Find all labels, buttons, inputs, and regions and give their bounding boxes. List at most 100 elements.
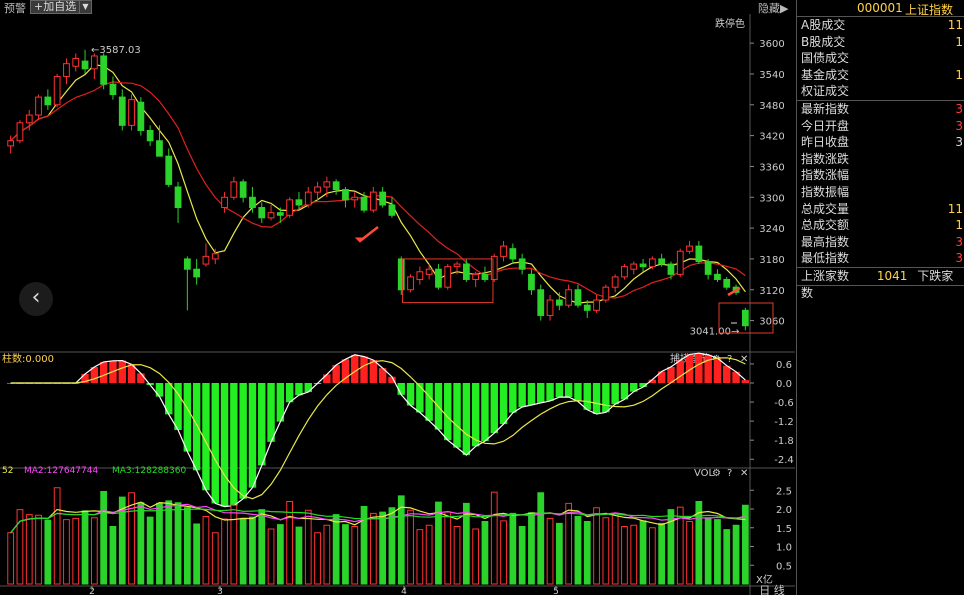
price-tick-label: 3480 [759,101,784,112]
candle-body [574,289,582,306]
macd-label: 柱数:0.000 [2,352,54,365]
candle-body [72,58,80,67]
volume-bar [314,532,321,585]
hide-panel-button[interactable]: 隐藏▶ [758,0,788,16]
chart-toolbar: 预警 +加自选 ▼ 隐藏▶ [0,0,795,16]
macd-bar [592,383,601,414]
volume-bar [379,511,387,585]
volume-bar [16,509,24,585]
volume-tick-label: 1.5 [776,524,792,535]
candle-body [7,140,15,147]
candle-body [518,258,526,270]
sidebar-header: 000001 上证指数 [797,0,964,17]
candle-body [704,260,712,275]
macd-bar [341,359,350,383]
candle-body [686,245,693,252]
macd-bar [490,383,498,434]
volume-bar [342,524,349,585]
volume-bar [351,526,359,585]
volume-bar [360,506,368,585]
candle-body [118,96,126,126]
candle-body [276,212,284,216]
quote-row: 昨日收盘 3 [797,134,964,151]
volume-bar [304,509,312,585]
candle-body [351,196,359,201]
macd-bar [602,383,610,413]
candle-body [676,250,684,275]
macd-bar [713,358,722,383]
macd-bar [564,383,573,397]
macd-bar [388,376,396,383]
candle-body [435,268,442,288]
candle-body [165,155,173,185]
candle-body [425,268,433,275]
quote-value: 11 [947,201,963,216]
candle-body [25,114,33,124]
macd-bar [499,383,508,425]
price-tick-label: 3060 [759,317,784,328]
price-tick-label: 3120 [759,286,784,297]
volume-bar [137,502,145,585]
quote-value: 3 [955,118,963,133]
candle-body [723,278,731,288]
candle-body [128,99,135,126]
consolidation-box [402,258,494,304]
quote-value: 3 [955,135,963,150]
candle-body [611,276,619,288]
volume-bar [667,509,675,585]
macd-bar [155,383,164,397]
macd-bar [276,383,285,422]
macd-bar [351,354,359,383]
volume-bar [44,519,52,585]
macd-bar [323,374,331,383]
volume-bar [528,512,535,585]
macd-bar [704,354,712,383]
macd-bar [118,360,126,383]
volume-bar [602,517,610,585]
hide-label: 隐藏 [758,2,780,15]
quote-label: 权证成交 [801,84,850,99]
candle-body [537,289,545,316]
back-arrow-icon[interactable]: ‹ [19,282,53,316]
candle-body [90,55,98,70]
candle-body [267,212,275,219]
volume-bar [72,517,80,585]
macd-bar [397,383,405,395]
volume-bar [658,522,666,585]
volume-bar [509,512,517,585]
macd-tick-label: -0.6 [774,398,794,409]
macd-bar [425,383,433,421]
quote-label: 国债成交 [801,51,850,66]
candle-body [304,191,312,206]
candle-body [314,186,321,193]
kline-chart[interactable]: 3600 3540 3480 3420 3360 3300 3240 3180 3120 3060… [0,14,795,595]
candle-body [639,263,647,268]
macd-bar [611,383,619,405]
volume-bar [109,526,117,585]
quote-sidebar: 000001 上证指数 A股成交 11 B股成交 1 国债成交 基金成交 1 权证成交 最新指数… [796,0,964,595]
macd-bar [555,383,564,398]
quote-row: A股成交 11 [797,17,964,34]
candle-body [462,263,470,280]
alert-button[interactable]: 预警 [4,2,26,15]
quote-value: 3 [955,251,963,266]
macd-bar [444,383,452,441]
quote-row: 指数振幅 [797,184,964,201]
volume-bar [183,507,191,585]
up-count-label: 上涨家数 [801,268,850,283]
add-watchlist-button[interactable]: +加自选 [30,0,81,14]
price-tick-label: 3600 [759,39,784,50]
volume-bar [286,501,294,585]
volume-bar [165,500,173,585]
quote-row: 权证成交 [797,83,964,100]
volume-bar [648,527,656,585]
volume-bar [53,487,61,585]
volume-bar [546,517,554,585]
volume-bar [472,528,480,585]
candle-body [230,181,238,198]
candle-body [202,255,210,265]
volume-bar [7,532,15,585]
candle-body [369,191,377,211]
macd-tick-label: 0.0 [776,379,792,390]
watchlist-dropdown-icon[interactable]: ▼ [79,0,92,14]
